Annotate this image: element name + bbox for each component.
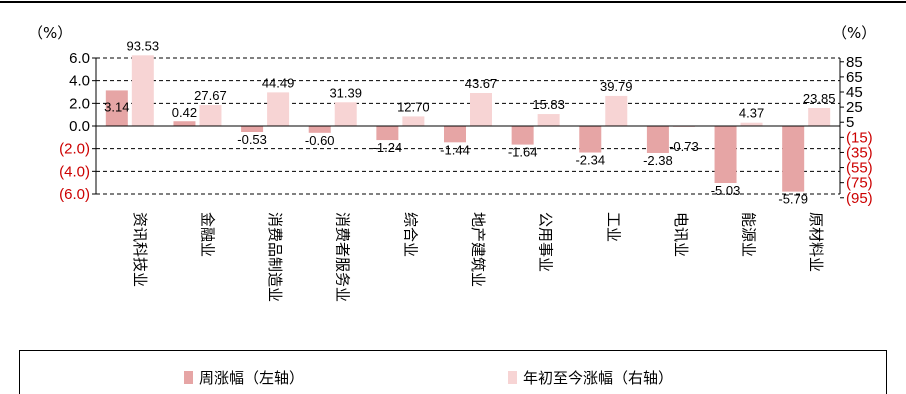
bar-weekly-8 [646,126,669,153]
category-label-0: 资讯科技业 [131,212,149,287]
axes: 6.0 4.0 2.0 0.0 (2.0) (4.0) (6.0) 856545255(15)… [59,50,873,207]
category-label-2: 消费品制造业 [266,212,284,302]
bar-ytd-0 [131,55,154,127]
data-label-weekly-1: 0.42 [172,105,197,120]
bar-chart: 6.0 4.0 2.0 0.0 (2.0) (4.0) (6.0) 856545255(15)… [0,1,906,302]
left-tick-label: 6.0 [69,50,90,67]
right-tick-label: (15) [846,129,873,146]
data-label-ytd-7: 39.79 [600,79,633,94]
category-label-10: 原材料业 [807,212,825,272]
data-label-weekly-7: -2.34 [575,153,605,168]
right-tick-label: 65 [846,69,863,86]
legend-item-ytd: 年初至今涨幅（右轴） [508,367,673,388]
bar-weekly-4 [376,126,399,141]
bar-ytd-4 [402,116,425,126]
bar-weekly-7 [579,126,602,153]
right-tick-label: 5 [846,114,854,131]
category-label-6: 公用事业 [537,212,555,272]
right-tick-label: (55) [846,160,873,177]
data-label-ytd-3: 31.39 [329,85,362,100]
data-label-ytd-6: 15.83 [532,97,565,112]
right-tick-label: 85 [846,54,863,71]
left-tick-label: (4.0) [59,163,90,180]
data-label-weekly-8: -2.38 [643,153,673,168]
data-label-ytd-2: 44.49 [262,75,295,90]
right-axis-unit: （%） [832,24,877,42]
right-tick-label: 25 [846,99,863,116]
left-tick-label: (2.0) [59,141,90,158]
bar-weekly-10 [782,126,805,192]
legend-swatch-ytd [508,371,517,384]
bar-ytd-10 [808,107,831,126]
data-labels: 3.14 93.53 0.42 27.67 -0.53 44.49 -0.60 31.39 -1… [104,38,835,206]
right-tick-label: 45 [846,84,863,101]
category-label-8: 电讯业 [672,212,690,257]
data-label-weekly-5: -1.44 [440,142,470,157]
legend-swatch-weekly [184,371,193,384]
data-label-weekly-2: -0.53 [237,132,267,147]
bar-weekly-1 [173,121,196,126]
category-label-9: 能源业 [740,212,758,257]
category-label-7: 工业 [604,212,622,242]
category-label-1: 金融业 [198,212,216,257]
left-tick-label: 2.0 [69,95,90,112]
bar-ytd-7 [605,95,628,126]
legend: 周涨幅（左轴） 年初至今涨幅（右轴） [19,350,887,394]
bar-weekly-0 [105,90,128,126]
bar-ytd-2 [267,92,290,126]
left-tick-label: 0.0 [69,118,90,135]
legend-label-weekly: 周涨幅（左轴） [199,369,305,387]
bar-ytd-5 [470,93,492,126]
left-tick-label: 4.0 [69,73,90,90]
bar-ytd-9 [740,122,763,126]
left-tick-label: (6.0) [59,186,90,203]
category-label-3: 消费者服务业 [334,212,352,302]
data-label-weekly-9: -5.03 [711,183,741,198]
data-label-ytd-9: 4.37 [739,106,764,121]
bar-weekly-3 [308,126,331,133]
bar-weekly-6 [511,126,534,145]
data-label-ytd-5: 43.67 [465,76,498,91]
data-label-weekly-4: -1.24 [373,140,403,155]
data-label-ytd-8: -0.73 [669,139,699,154]
bars [105,55,831,192]
category-labels: 资讯科技业 金融业 消费品制造业 消费者服务业 综合业 地产建筑业 公用事业 工业 电讯业 能源业… [131,212,825,302]
bar-ytd-6 [537,114,560,126]
legend-label-ytd: 年初至今涨幅（右轴） [523,369,674,387]
data-label-ytd-10: 23.85 [803,91,836,106]
bar-ytd-1 [199,105,222,126]
category-label-5: 地产建筑业 [469,212,487,287]
right-tick-label: (75) [846,175,873,192]
legend-item-weekly: 周涨幅（左轴） [184,367,304,388]
bar-ytd-3 [334,102,357,126]
bar-weekly-5 [444,126,466,143]
data-label-weekly-10: -5.79 [778,192,808,207]
data-label-ytd-4: 12.70 [397,99,430,114]
right-tick-label: (35) [846,144,873,161]
bar-weekly-9 [714,126,737,184]
data-label-weekly-0: 3.14 [104,99,129,114]
category-label-4: 综合业 [401,212,419,257]
bar-weekly-2 [241,126,264,133]
data-label-weekly-6: -1.64 [508,145,538,160]
data-label-ytd-0: 93.53 [127,38,160,53]
data-label-ytd-1: 27.67 [194,88,227,103]
left-axis-unit: （%） [28,24,73,42]
data-label-weekly-3: -0.60 [305,133,335,148]
right-tick-label: (95) [846,190,873,207]
